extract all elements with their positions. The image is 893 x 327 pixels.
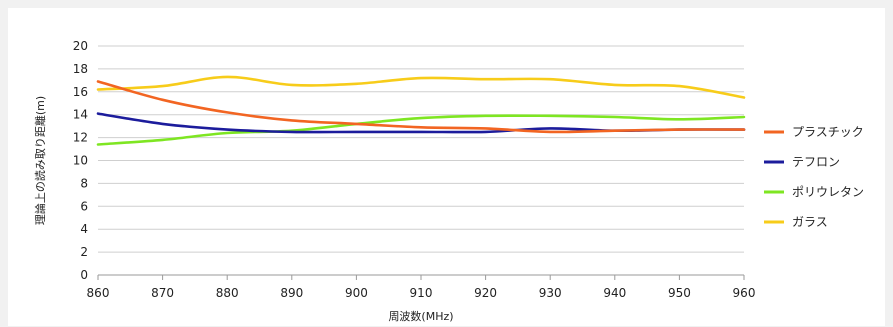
series-line-2 — [96, 114, 746, 146]
x-tick-label: 940 — [603, 286, 626, 300]
x-tick-label: 960 — [733, 286, 756, 300]
x-tick-label: 900 — [345, 286, 368, 300]
y-tick-label: 14 — [73, 108, 88, 122]
y-tick-label: 0 — [80, 268, 88, 282]
y-axis-ticks: 0 2 4 6 8 10 12 14 16 18 20 — [73, 39, 88, 282]
y-tick-label: 10 — [73, 154, 88, 168]
x-tick-label: 890 — [280, 286, 303, 300]
x-axis-ticks: 860 870 880 890 900 910 920 930 940 950 960 — [87, 286, 756, 300]
series-line-0 — [96, 80, 746, 134]
x-tick-label: 920 — [474, 286, 497, 300]
line-chart: 0 2 4 6 8 10 12 14 16 18 20 860 870 880 890 900 910 920 9… — [33, 39, 864, 323]
series-line-3 — [96, 75, 746, 99]
y-tick-label: 6 — [80, 199, 88, 213]
x-tick-label: 860 — [87, 286, 110, 300]
y-tick-label: 8 — [80, 176, 88, 190]
y-tick-label: 16 — [73, 85, 88, 99]
y-axis-title: 理論上の読み取り距離(m) — [33, 96, 47, 225]
grid — [97, 45, 745, 280]
x-tick-label: 950 — [668, 286, 691, 300]
legend-label: テフロン — [792, 155, 840, 169]
x-tick-label: 870 — [151, 286, 174, 300]
legend-label: プラスチック — [792, 125, 864, 139]
x-tick-label: 910 — [410, 286, 433, 300]
y-tick-label: 18 — [73, 62, 88, 76]
y-tick-label: 2 — [80, 245, 88, 259]
y-tick-label: 12 — [73, 131, 88, 145]
series-lines — [96, 75, 746, 146]
x-axis-title: 周波数(MHz) — [388, 310, 453, 323]
legend-label: ガラス — [792, 215, 828, 229]
y-tick-label: 4 — [80, 222, 88, 236]
chart-panel: 0 2 4 6 8 10 12 14 16 18 20 860 870 880 890 900 910 920 9… — [8, 8, 885, 326]
legend-label: ポリウレタン — [792, 185, 864, 199]
y-tick-label: 20 — [73, 39, 88, 53]
x-tick-label: 930 — [539, 286, 562, 300]
x-tick-label: 880 — [216, 286, 239, 300]
